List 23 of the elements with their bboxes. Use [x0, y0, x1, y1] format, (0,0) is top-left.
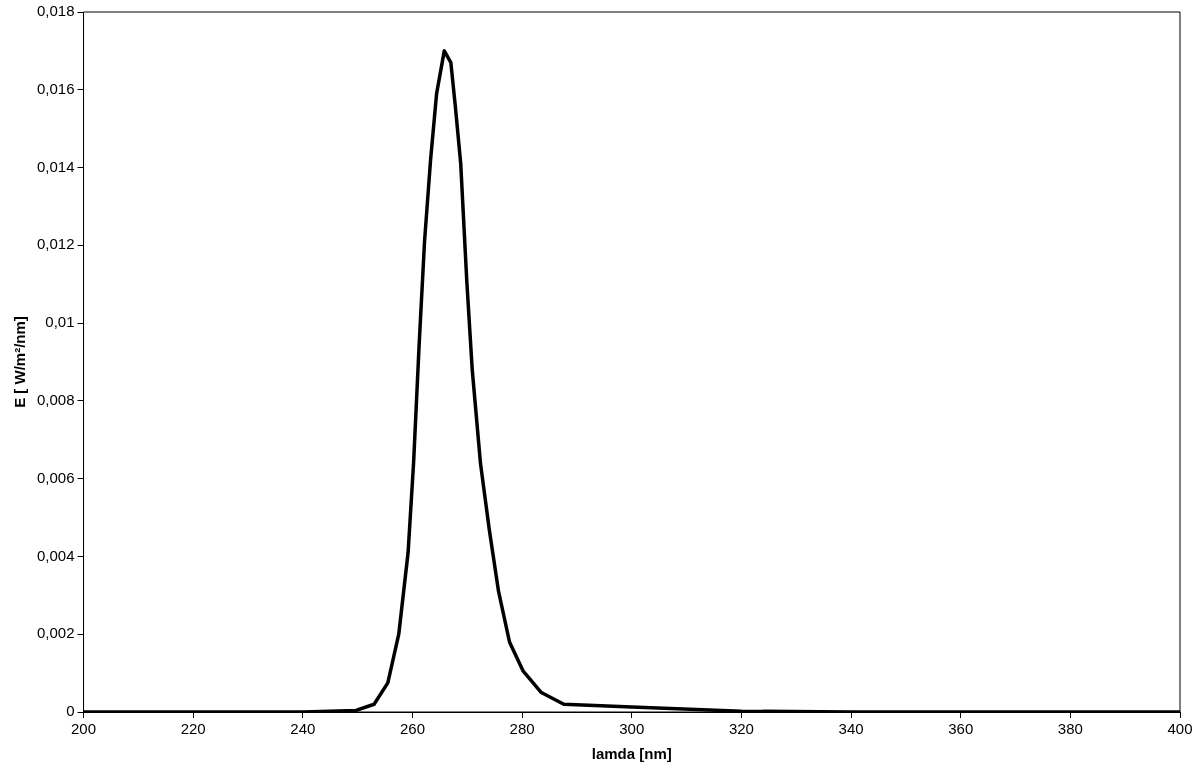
y-tick-label: 0,002	[36, 624, 75, 642]
x-tick-label: 400	[1167, 720, 1193, 738]
x-tick-label: 260	[399, 720, 425, 738]
y-tick-label: 0,014	[36, 157, 75, 175]
y-tick-label: 0,01	[45, 313, 75, 331]
y-tick-label: 0	[66, 702, 75, 720]
x-tick-label: 240	[290, 720, 316, 738]
x-tick-label: 280	[509, 720, 535, 738]
x-tick-label: 340	[838, 720, 864, 738]
x-tick-label: 200	[71, 720, 97, 738]
y-tick-label: 0,012	[36, 235, 75, 253]
y-axis-title: E [ W/m²/nm]	[11, 316, 29, 408]
x-tick-label: 380	[1057, 720, 1083, 738]
y-tick-label: 0,008	[36, 391, 75, 409]
x-tick-label: 360	[948, 720, 974, 738]
y-tick-label: 0,006	[36, 468, 75, 486]
y-tick-label: 0,016	[36, 79, 75, 97]
x-tick-label: 220	[180, 720, 206, 738]
y-tick-label: 0,004	[36, 546, 75, 564]
x-tick-label: 300	[619, 720, 645, 738]
x-axis-title: lamda [nm]	[591, 745, 672, 763]
y-tick-label: 0,018	[36, 2, 75, 20]
x-tick-label: 320	[728, 720, 754, 738]
